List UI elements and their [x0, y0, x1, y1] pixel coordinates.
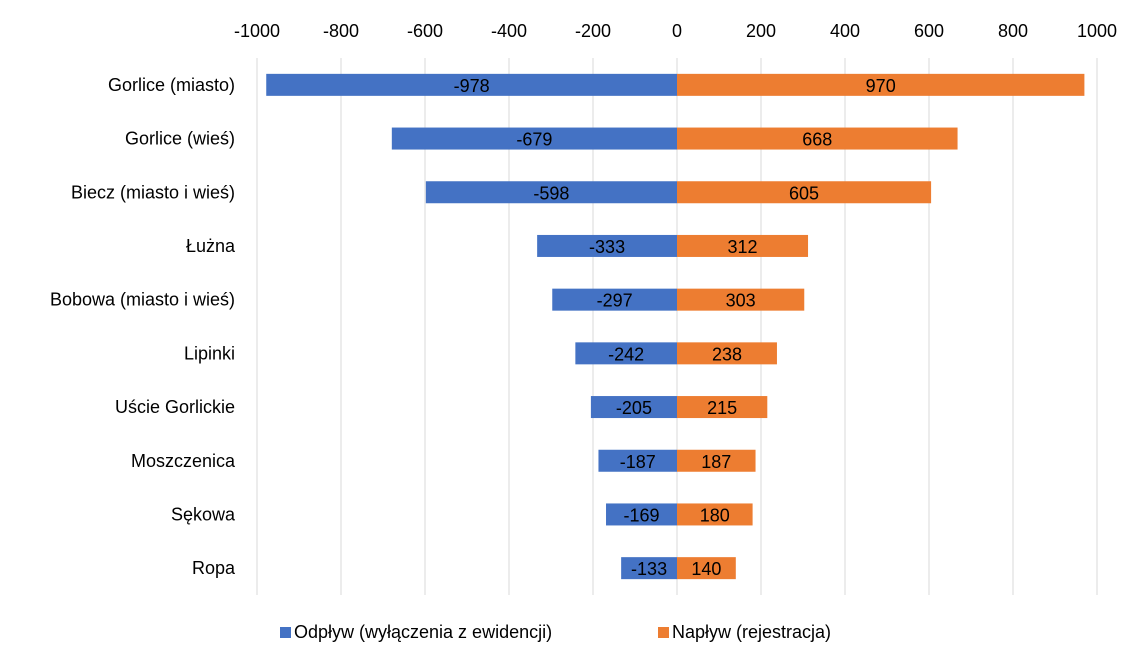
bar-outflow: [606, 503, 677, 526]
data-label-outflow: -333: [589, 237, 625, 257]
bar-inflow: [677, 503, 753, 526]
category-labels: Gorlice (miasto) Gorlice (wieś) Biecz (mia…: [50, 75, 236, 578]
data-label-outflow: -169: [623, 505, 659, 525]
data-label-outflow: -133: [631, 559, 667, 579]
category-label: Gorlice (miasto): [108, 75, 235, 95]
x-tick-label: -600: [407, 21, 443, 41]
data-label-inflow: 312: [727, 237, 757, 257]
bar-inflow: [677, 288, 805, 311]
bar-inflow: [677, 234, 809, 257]
legend-swatch-inflow: [658, 627, 669, 638]
bar-outflow: [621, 557, 677, 580]
category-label: Łużna: [186, 236, 236, 256]
x-tick-label: -1000: [234, 21, 280, 41]
data-label-inflow: 238: [712, 344, 742, 364]
x-tick-label: 0: [672, 21, 682, 41]
bar-outflow: [266, 73, 677, 96]
legend-swatch-outflow: [280, 627, 291, 638]
x-tick-label: 600: [914, 21, 944, 41]
x-tick-label: 400: [830, 21, 860, 41]
x-tick-label: -800: [323, 21, 359, 41]
category-label: Ropa: [192, 558, 236, 578]
x-tick-label: 1000: [1077, 21, 1117, 41]
x-tick-label: 200: [746, 21, 776, 41]
data-label-inflow: 668: [802, 130, 832, 150]
data-label-inflow: 140: [691, 559, 721, 579]
data-label-outflow: -679: [516, 130, 552, 150]
data-label-inflow: 605: [789, 183, 819, 203]
data-label-outflow: -297: [597, 291, 633, 311]
legend-label-outflow: Odpływ (wyłączenia z ewidencji): [294, 622, 552, 642]
legend: Odpływ (wyłączenia z ewidencji) Napływ (…: [280, 622, 831, 642]
category-label: Lipinki: [184, 343, 235, 363]
data-label-outflow: -598: [533, 183, 569, 203]
bar-outflow: [590, 396, 677, 419]
data-label-inflow: 180: [700, 505, 730, 525]
data-label-outflow: -205: [616, 398, 652, 418]
bar-inflow: [677, 396, 768, 419]
bar-inflow: [677, 342, 777, 365]
bar-inflow: [677, 557, 736, 580]
bar-inflow: [677, 449, 756, 472]
data-labels: -978 970 -679 668 -598 605 -333 312 -297 303 -242 2…: [454, 76, 896, 579]
bar-outflow: [598, 449, 677, 472]
data-label-outflow: -242: [608, 344, 644, 364]
bar-inflow: [677, 73, 1085, 96]
data-label-inflow: 215: [707, 398, 737, 418]
data-label-inflow: 187: [701, 452, 731, 472]
legend-label-inflow: Napływ (rejestracja): [672, 622, 831, 642]
category-label: Bobowa (miasto i wieś): [50, 290, 235, 310]
bars: [266, 73, 1085, 580]
bar-inflow: [677, 181, 932, 204]
bar-inflow: [677, 127, 958, 150]
category-label: Uście Gorlickie: [115, 397, 235, 417]
x-axis-ticks: -1000 -800 -600 -400 -200 0 200 400 600 800 1000: [234, 21, 1117, 41]
data-label-outflow: -187: [620, 452, 656, 472]
bar-outflow: [391, 127, 677, 150]
x-tick-label: -400: [491, 21, 527, 41]
data-label-inflow: 970: [866, 76, 896, 96]
category-label: Sękowa: [171, 504, 236, 524]
bar-outflow: [537, 234, 677, 257]
category-label: Gorlice (wieś): [125, 129, 235, 149]
data-label-outflow: -978: [454, 76, 490, 96]
bar-outflow: [575, 342, 677, 365]
x-tick-label: -200: [575, 21, 611, 41]
x-tick-label: 800: [998, 21, 1028, 41]
category-label: Moszczenica: [131, 451, 236, 471]
bar-outflow: [425, 181, 677, 204]
category-label: Biecz (miasto i wieś): [71, 182, 235, 202]
data-label-inflow: 303: [726, 291, 756, 311]
bar-outflow: [552, 288, 677, 311]
